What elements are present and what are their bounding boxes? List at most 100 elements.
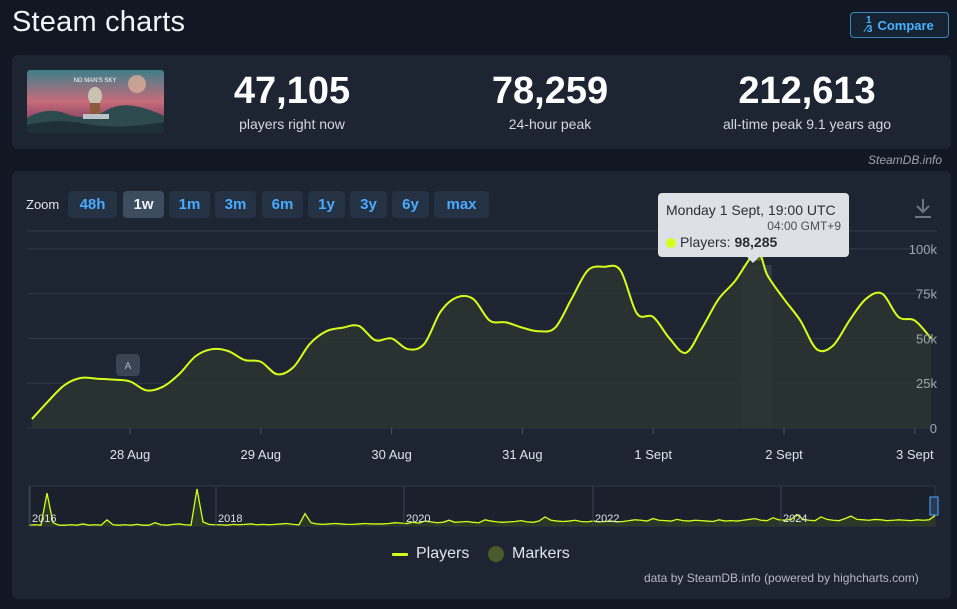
players-area (31, 251, 932, 428)
data-point (80, 377, 82, 379)
data-point (227, 350, 229, 352)
data-point (766, 275, 768, 277)
zoom-button-3m[interactable]: 3m (215, 191, 256, 218)
navigator-year-label: 2022 (595, 513, 619, 525)
data-point (423, 343, 425, 345)
y-tick-label: 75k (916, 287, 937, 302)
fraction-icon: 1 ⁄3 (865, 15, 873, 35)
data-point (489, 319, 491, 321)
x-tick-label: 2 Sept (765, 447, 803, 462)
marker-icon (488, 546, 504, 562)
x-tick-label: 28 Aug (110, 447, 151, 462)
data-point (619, 269, 621, 271)
data-point (31, 418, 33, 420)
data-point (554, 327, 556, 329)
24h-peak-label: 24-hour peak (508, 116, 592, 132)
data-point (211, 348, 213, 350)
data-point (309, 343, 311, 345)
tooltip-players: Players: 98,285 (666, 234, 777, 250)
steamdb-credit[interactable]: SteamDB.info (868, 153, 943, 167)
chart-credits[interactable]: data by SteamDB.info (powered by highcha… (644, 571, 919, 585)
navigator-handle (929, 496, 939, 516)
data-point (292, 366, 294, 368)
tooltip-arrow (746, 256, 760, 263)
data-point (341, 327, 343, 329)
zoom-button-max[interactable]: max (434, 191, 489, 218)
stat-24h-peak: 78,259 24-hour peak (471, 71, 629, 132)
zoom-button-3y[interactable]: 3y (350, 191, 387, 218)
data-point (47, 400, 49, 402)
page-title: Steam charts (12, 6, 186, 38)
data-point (276, 373, 278, 375)
navigator-year-label: 2016 (32, 513, 56, 525)
data-point (129, 380, 131, 382)
zoom-button-6y[interactable]: 6y (392, 191, 429, 218)
data-point (799, 319, 801, 321)
stats-panel: NO MAN'S SKY 47,105 players right now 78… (12, 55, 951, 149)
data-point (407, 348, 409, 350)
data-point (63, 384, 65, 386)
legend-markers-label: Markers (512, 545, 570, 562)
stat-alltime-peak: 212,613 all-time peak 9.1 years ago (702, 71, 912, 132)
zoom-button-1y[interactable]: 1y (308, 191, 345, 218)
tooltip-local-time: 04:00 GMT+9 (767, 219, 841, 233)
x-tick-label: 29 Aug (241, 447, 282, 462)
data-point (881, 292, 883, 294)
legend-players-label: Players (416, 545, 470, 562)
24h-peak-value: 78,259 (491, 70, 609, 112)
y-tick-label: 0 (930, 421, 937, 436)
data-point (783, 298, 785, 300)
y-tick-label: 50k (916, 331, 937, 346)
data-point (374, 339, 376, 341)
stat-current-players: 47,105 players right now (213, 71, 371, 132)
navigator-year-label: 2024 (783, 513, 807, 525)
data-point (96, 378, 98, 380)
data-point (701, 327, 703, 329)
data-point (178, 373, 180, 375)
game-art-image[interactable]: NO MAN'S SKY (27, 70, 164, 133)
data-point (358, 325, 360, 327)
data-point (717, 298, 719, 300)
game-logo-text: NO MAN'S SKY (74, 78, 117, 84)
zoom-button-1w[interactable]: 1w (123, 191, 164, 218)
data-point (668, 337, 670, 339)
x-tick-label: 31 Aug (502, 447, 543, 462)
legend-markers[interactable]: Markers (488, 545, 570, 563)
data-point (439, 310, 441, 312)
zoom-button-48h[interactable]: 48h (68, 191, 117, 218)
data-point (325, 330, 327, 332)
data-point (865, 298, 867, 300)
data-point (390, 337, 392, 339)
navigator-line (28, 488, 936, 526)
legend-players[interactable]: Players (392, 545, 469, 563)
data-point (816, 348, 818, 350)
data-point (897, 316, 899, 318)
x-tick-label: 1 Sept (634, 447, 672, 462)
data-point (685, 352, 687, 354)
download-icon[interactable] (910, 195, 936, 221)
data-point (538, 330, 540, 332)
compare-button[interactable]: 1 ⁄3 Compare (850, 12, 949, 38)
tooltip-series-label: Players: (680, 234, 731, 250)
x-tick-label: 30 Aug (371, 447, 412, 462)
zoom-button-1m[interactable]: 1m (169, 191, 210, 218)
data-point (914, 319, 916, 321)
series-dot-icon (666, 238, 676, 248)
chart-tooltip: Monday 1 Sept, 19:00 UTC 04:00 GMT+9 Pla… (658, 193, 849, 263)
data-point (505, 321, 507, 323)
alltime-peak-value: 212,613 (738, 70, 876, 112)
data-point (243, 359, 245, 361)
data-point (162, 386, 164, 388)
data-point (832, 344, 834, 346)
zoom-button-6m[interactable]: 6m (262, 191, 303, 218)
tooltip-date: Monday 1 Sept, 19:00 UTC (666, 202, 836, 218)
alltime-peak-label: all-time peak 9.1 years ago (722, 116, 892, 132)
navigator-year-label: 2018 (218, 513, 242, 525)
data-point (472, 298, 474, 300)
data-point (848, 319, 850, 321)
data-point (734, 280, 736, 282)
y-tick-label: 25k (916, 376, 937, 391)
data-point (456, 296, 458, 298)
x-tick-label: 3 Sept (896, 447, 934, 462)
